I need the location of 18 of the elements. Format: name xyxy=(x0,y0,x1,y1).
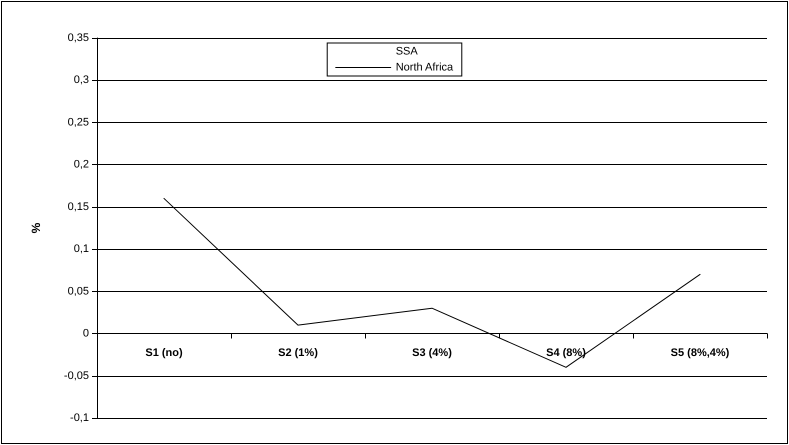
y-tick-label: 0,3 xyxy=(74,74,89,86)
y-tick-label: 0,1 xyxy=(74,243,89,256)
y-tick-label: 0,25 xyxy=(68,116,89,128)
x-tick-label: S2 (1%) xyxy=(278,347,318,360)
y-tick-label: 0,15 xyxy=(68,200,89,213)
legend-label: North Africa xyxy=(396,62,454,74)
y-axis-title: % xyxy=(29,222,43,234)
y-tick-label: 0,05 xyxy=(68,285,89,298)
x-tick-label: S4 (8%) xyxy=(546,347,586,360)
x-tick-label: S3 (4%) xyxy=(412,347,452,360)
y-tick-label: 0 xyxy=(82,328,89,340)
y-tick-label: 0,35 xyxy=(68,32,89,44)
y-tick-label: -0,1 xyxy=(70,412,89,424)
y-tick-label: 0,2 xyxy=(74,158,89,171)
y-tick-label: -0,05 xyxy=(64,370,89,382)
x-tick-label: S1 (no) xyxy=(145,347,183,360)
x-tick-label: S5 (8%,4%) xyxy=(670,347,730,360)
text: SSA xyxy=(396,46,418,58)
